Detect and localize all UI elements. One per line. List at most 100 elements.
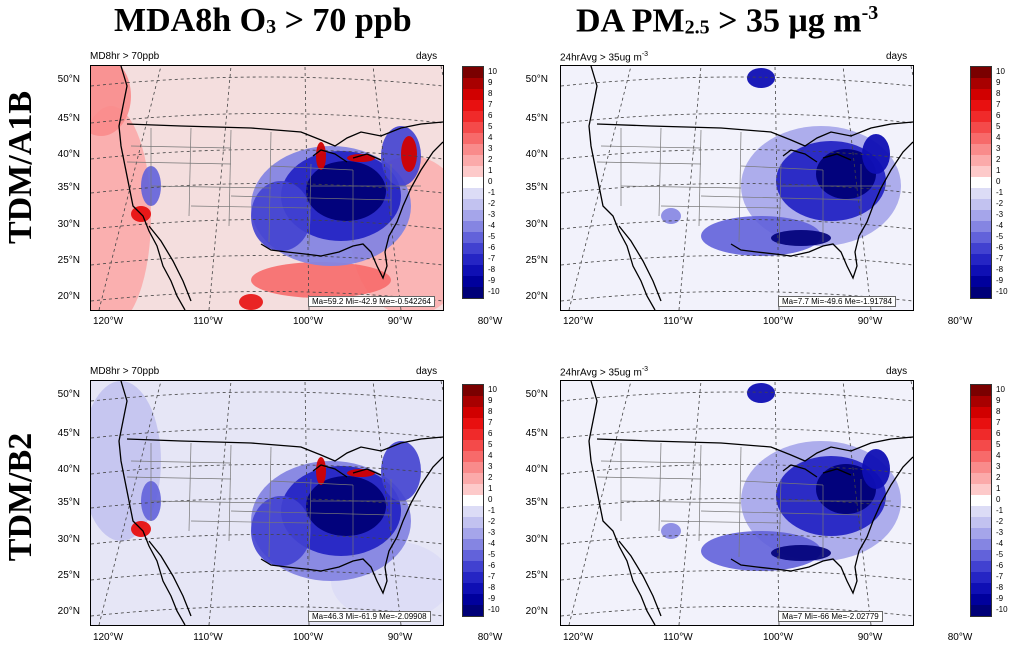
- statistics-box: Ma=7 Mi=-66 Me=-2.02779: [778, 611, 883, 622]
- colorbar-tick-label: 2: [488, 155, 493, 164]
- colorbar-swatch: [971, 67, 991, 78]
- colorbar-tick-label: -2: [996, 517, 1004, 526]
- longitude-label: 80°W: [947, 632, 973, 643]
- colorbar: [970, 384, 992, 617]
- latitude-label: 45°N: [525, 428, 548, 439]
- map-frame: [560, 380, 914, 626]
- colorbar-swatch: [463, 385, 483, 396]
- colorbar-tick-label: -10: [996, 605, 1008, 614]
- colorbar-swatch: [971, 188, 991, 199]
- colorbar-tick-label: 0: [488, 177, 493, 186]
- colorbar-swatch: [971, 462, 991, 473]
- latitude-label: 25°N: [525, 255, 548, 266]
- map-svg: [91, 66, 443, 310]
- colorbar-tick-label: -10: [488, 605, 500, 614]
- colorbar-swatch: [971, 133, 991, 144]
- coastline: [588, 381, 913, 625]
- colorbar-tick-label: -6: [996, 561, 1004, 570]
- longitude-label: 100°W: [762, 316, 794, 327]
- colorbar-tick-label: -3: [488, 528, 496, 537]
- colorbar-tick-label: -2: [996, 199, 1004, 208]
- column-title-pm25: DA PM2.5 > 35 μg m-3: [576, 2, 879, 40]
- panel-title: 24hrAvg > 35ug m-3: [560, 366, 649, 379]
- colorbar-tick-label: 9: [996, 396, 1001, 405]
- statistics-box: Ma=59.2 Mi=-42.9 Me=-0.542264: [308, 296, 435, 307]
- colorbar-tick-label: 7: [996, 100, 1001, 109]
- colorbar-swatch: [971, 287, 991, 298]
- colorbar-swatch: [971, 276, 991, 287]
- colorbar-swatch: [463, 583, 483, 594]
- latitude-label: 35°N: [57, 182, 80, 193]
- colorbar-swatch: [463, 539, 483, 550]
- latitude-label: 50°N: [57, 74, 80, 85]
- longitude-label: 80°W: [947, 316, 973, 327]
- colorbar-swatch: [971, 418, 991, 429]
- graticule: [91, 381, 443, 625]
- graticule: [561, 66, 913, 310]
- colorbar-tick-label: 4: [996, 133, 1001, 142]
- colorbar-tick-label: -4: [996, 539, 1004, 548]
- colorbar-tick-label: 8: [488, 89, 493, 98]
- latitude-label: 40°N: [57, 149, 80, 160]
- colorbar-swatch: [463, 495, 483, 506]
- colorbar-swatch: [463, 473, 483, 484]
- colorbar-swatch: [463, 396, 483, 407]
- colorbar-tick-label: 5: [996, 440, 1001, 449]
- colorbar-tick-label: -5: [488, 232, 496, 241]
- colorbar-swatch: [971, 221, 991, 232]
- colorbar-swatch: [971, 210, 991, 221]
- panel-units: days: [416, 366, 438, 377]
- colorbar-swatch: [971, 385, 991, 396]
- latitude-label: 20°N: [57, 291, 80, 302]
- colorbar-tick-label: -10: [488, 287, 500, 296]
- latitude-label: 30°N: [525, 219, 548, 230]
- colorbar-swatch: [971, 144, 991, 155]
- row-title-a1b: TDM/A1B: [2, 91, 39, 244]
- colorbar-swatch: [463, 506, 483, 517]
- colorbar-swatch: [971, 89, 991, 100]
- latitude-label: 40°N: [57, 464, 80, 475]
- colorbar-tick-label: 6: [996, 429, 1001, 438]
- latitude-label: 50°N: [525, 74, 548, 85]
- colorbar-swatch: [971, 407, 991, 418]
- colorbar-swatch: [463, 429, 483, 440]
- colorbar-swatch: [463, 572, 483, 583]
- longitude-label: 110°W: [193, 316, 223, 327]
- colorbar-tick-label: 5: [488, 122, 493, 131]
- colorbar: [462, 66, 484, 299]
- colorbar-tick-label: -8: [488, 265, 496, 274]
- colorbar-swatch: [971, 78, 991, 89]
- colorbar-tick-label: -9: [996, 276, 1004, 285]
- latitude-label: 40°N: [525, 464, 548, 475]
- colorbar-tick-label: -5: [996, 232, 1004, 241]
- colorbar-swatch: [971, 506, 991, 517]
- latitude-label: 30°N: [57, 534, 80, 545]
- colorbar-swatch: [971, 473, 991, 484]
- colorbar-tick-label: -7: [488, 572, 496, 581]
- colorbar-swatch: [971, 605, 991, 616]
- colorbar-tick-label: -2: [488, 199, 496, 208]
- colorbar-tick-label: 7: [488, 418, 493, 427]
- longitude-label: 90°W: [857, 316, 883, 327]
- colorbar-swatch: [971, 451, 991, 462]
- colorbar-tick-label: 10: [996, 67, 1005, 76]
- colorbar-tick-label: -4: [488, 221, 496, 230]
- colorbar-tick-label: -6: [996, 243, 1004, 252]
- colorbar-swatch: [971, 166, 991, 177]
- colorbar-swatch: [971, 550, 991, 561]
- colorbar-swatch: [463, 155, 483, 166]
- colorbar-tick-label: -6: [488, 243, 496, 252]
- colorbar-tick-label: 6: [488, 111, 493, 120]
- longitude-label: 100°W: [762, 632, 794, 643]
- coastline: [118, 381, 443, 625]
- colorbar-swatch: [463, 232, 483, 243]
- colorbar-swatch: [463, 440, 483, 451]
- colorbar-swatch: [463, 210, 483, 221]
- colorbar-tick-label: 10: [488, 385, 497, 394]
- colorbar-swatch: [971, 495, 991, 506]
- colorbar-tick-label: -8: [488, 583, 496, 592]
- map-svg: [561, 66, 913, 310]
- colorbar-tick-label: 1: [488, 166, 493, 175]
- row-title-b2: TDM/B2: [2, 432, 39, 562]
- state-borders: [596, 442, 891, 562]
